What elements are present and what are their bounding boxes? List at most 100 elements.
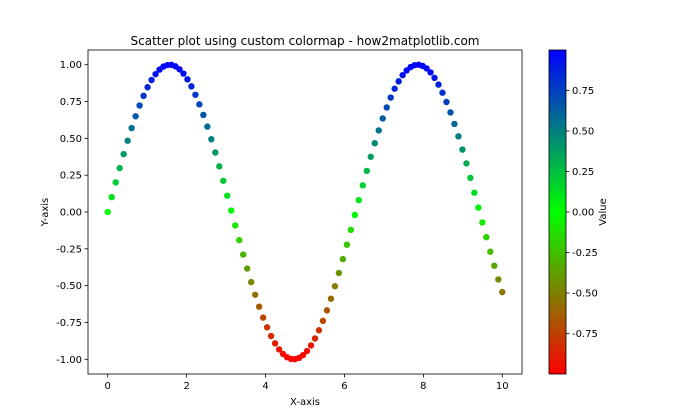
data-point xyxy=(216,163,223,170)
data-point xyxy=(491,262,498,269)
data-point xyxy=(196,101,203,108)
data-point xyxy=(263,324,271,331)
data-point xyxy=(467,174,474,182)
data-point xyxy=(128,124,135,132)
data-point xyxy=(479,219,486,226)
data-point xyxy=(116,164,123,172)
colorbar-tick-label: -0.25 xyxy=(572,248,598,259)
data-point xyxy=(379,115,386,122)
data-point xyxy=(180,70,187,77)
data-point xyxy=(232,222,239,229)
colorbar-tick-label: -0.50 xyxy=(572,289,598,300)
data-point xyxy=(311,335,319,342)
data-point xyxy=(108,193,115,201)
x-tick-label: 6 xyxy=(341,381,347,392)
data-point xyxy=(176,66,183,73)
data-point xyxy=(351,211,359,219)
data-point xyxy=(204,123,211,130)
x-axis-ticks: 0 2 4 6 8 10 xyxy=(105,374,509,392)
data-point xyxy=(251,291,259,298)
x-tick-label: 4 xyxy=(262,381,268,392)
data-point xyxy=(319,317,327,325)
data-point xyxy=(487,248,494,255)
data-point xyxy=(395,78,402,85)
data-point xyxy=(228,207,235,214)
data-point xyxy=(240,251,247,258)
data-point xyxy=(220,177,227,184)
y-tick-label: 0.25 xyxy=(60,171,82,182)
data-point xyxy=(247,278,255,286)
data-point xyxy=(208,136,215,143)
data-point xyxy=(339,255,347,263)
data-point xyxy=(443,98,450,106)
data-point xyxy=(387,94,394,101)
data-point xyxy=(188,83,195,90)
data-point xyxy=(236,236,243,244)
data-point xyxy=(423,65,430,72)
data-point xyxy=(112,179,119,186)
data-point xyxy=(271,340,279,347)
data-point xyxy=(212,149,219,156)
data-point xyxy=(427,69,434,76)
data-point xyxy=(200,111,207,119)
colorbar-tick-label: 0.75 xyxy=(572,86,594,97)
data-point xyxy=(347,226,355,234)
data-point xyxy=(435,81,442,88)
data-point xyxy=(371,140,378,147)
data-point xyxy=(331,283,339,290)
data-point xyxy=(299,351,307,359)
data-point xyxy=(375,127,382,134)
x-tick-label: 2 xyxy=(183,381,189,392)
x-tick-label: 8 xyxy=(420,381,426,392)
data-point xyxy=(307,342,315,349)
y-tick-label: -0.50 xyxy=(56,281,82,292)
data-point xyxy=(399,71,406,79)
data-point xyxy=(184,76,191,83)
data-point xyxy=(120,150,127,158)
data-point xyxy=(363,167,370,175)
y-tick-label: -1.00 xyxy=(56,355,82,366)
data-point xyxy=(323,307,331,314)
data-point xyxy=(255,303,263,310)
data-point xyxy=(459,146,466,153)
colorbar-tick-label: 0.25 xyxy=(572,167,594,178)
data-point xyxy=(144,84,151,91)
data-point xyxy=(259,314,267,321)
data-point xyxy=(447,109,454,116)
colorbar-tick-label: 0.50 xyxy=(572,127,594,138)
data-point xyxy=(303,347,311,355)
data-point xyxy=(463,160,470,167)
data-point xyxy=(136,102,143,109)
y-tick-label: 1.00 xyxy=(60,60,82,71)
colorbar-ticks: -0.75 -0.50 -0.25 0.00 0.25 0.50 0.75 xyxy=(566,86,598,340)
data-point xyxy=(315,327,323,334)
data-point xyxy=(343,241,351,248)
data-point xyxy=(355,196,363,204)
data-point xyxy=(275,346,283,353)
data-point xyxy=(439,89,446,96)
plot-area: 0 2 4 6 8 10 -1.00 -0.75 -0.50 -0.25 0.00 0.25 0.50… xyxy=(56,49,523,392)
y-axis-label: Y-axis xyxy=(40,198,51,228)
y-tick-label: 0.00 xyxy=(60,208,82,219)
data-point xyxy=(224,192,231,199)
data-point xyxy=(451,120,458,128)
data-point xyxy=(132,113,139,120)
data-point xyxy=(140,92,147,100)
x-tick-label: 0 xyxy=(105,381,111,392)
chart-title: Scatter plot using custom colormap - how… xyxy=(131,34,480,48)
data-point xyxy=(431,74,438,82)
colorbar-tick-label: -0.75 xyxy=(572,329,598,340)
data-point xyxy=(335,269,343,277)
data-point xyxy=(267,332,275,340)
y-tick-label: 0.75 xyxy=(60,97,82,108)
y-axis-ticks: -1.00 -0.75 -0.50 -0.25 0.00 0.25 0.50 0.75 1.00 xyxy=(56,60,88,366)
x-axis-label: X-axis xyxy=(290,397,320,408)
colorbar-tick-label: 0.00 xyxy=(572,208,594,219)
data-point xyxy=(327,295,335,302)
data-point xyxy=(383,104,390,111)
data-point xyxy=(244,265,251,272)
data-point xyxy=(455,133,462,140)
colorbar-gradient xyxy=(548,49,567,375)
